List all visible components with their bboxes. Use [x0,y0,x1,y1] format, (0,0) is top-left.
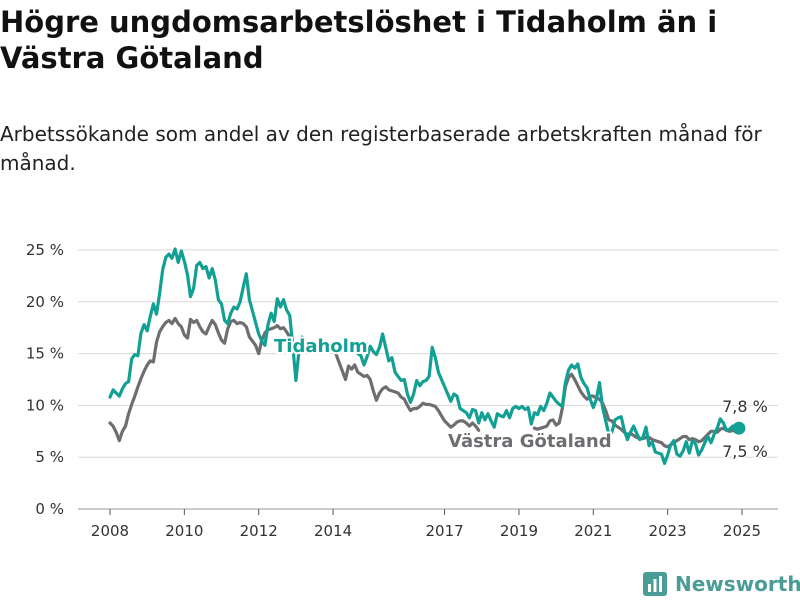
series-labels: Tidaholm Västra Götaland 7,8 % 7,5 % [272,334,769,463]
x-tick-label: 2014 [314,522,352,540]
x-tick-label: 2008 [91,522,129,540]
x-tick-label: 2010 [165,522,203,540]
tidaholm-last-value-label: 7,8 % [722,397,768,416]
y-tick-label: 25 % [26,241,64,259]
chart-title: Högre ungdomsarbetslöshet i Tidaholm än … [0,5,718,75]
y-tick-label: 5 % [35,448,64,466]
y-tick-label: 0 % [35,500,64,518]
x-tick-label: 2025 [723,522,761,540]
vastra-gotaland-last-value-label: 7,5 % [722,442,768,461]
y-tick-label: 10 % [26,396,64,414]
tidaholm-end-dot [732,421,746,435]
logo-text: Newsworthy [675,572,800,596]
x-tick-label: 2021 [574,522,612,540]
chart-subtitle: Arbetssökande som andel av den registerb… [0,122,762,175]
x-tick-label: 2012 [240,522,278,540]
newsworthy-logo: Newsworthy [643,568,800,600]
series-lines [108,247,746,465]
vastra-gotaland-series-label: Västra Götaland [448,431,612,452]
y-tick-label: 20 % [26,293,64,311]
x-tick-label: 2023 [649,522,687,540]
vastra-gotaland-line [331,346,481,432]
bar-chart-logo-icon [643,572,667,596]
x-tick-label: 2019 [500,522,538,540]
y-axis-ticks: 0 % 5 % 10 % 15 % 20 % 25 % [26,241,64,518]
x-axis: 2008 2010 2012 2014 2017 2019 2021 2023 2025 [91,509,761,540]
x-tick-label: 2017 [425,522,463,540]
vastra-gotaland-line [532,372,741,449]
tidaholm-series-label: Tidaholm [274,336,368,357]
y-tick-label: 15 % [26,345,64,363]
tidaholm-line [356,332,741,465]
tidaholm-line [108,247,317,399]
